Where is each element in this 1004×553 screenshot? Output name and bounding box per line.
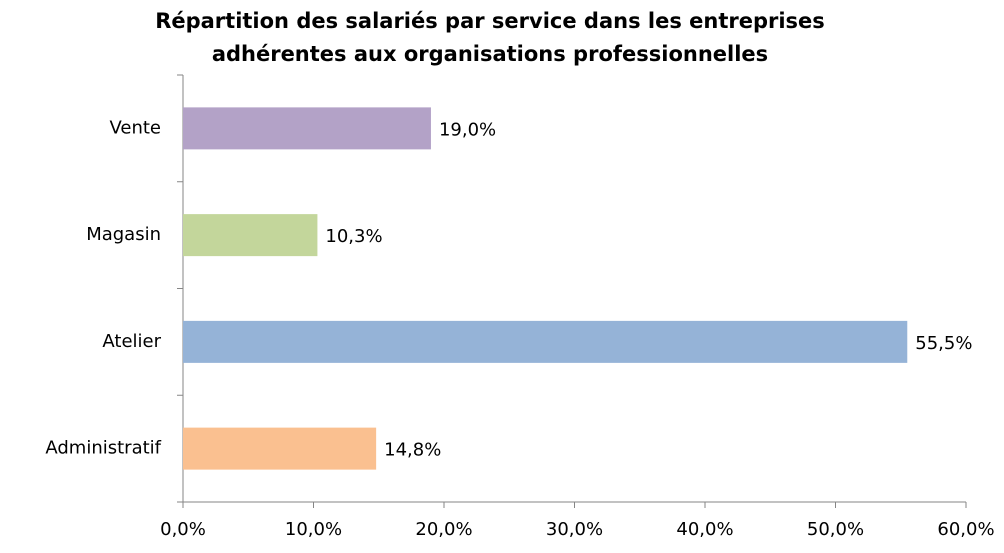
- value-label: 55,5%: [915, 333, 972, 354]
- bar: [183, 320, 908, 363]
- x-tick-label: 50,0%: [807, 519, 864, 540]
- chart-title: adhérentes aux organisations professionn…: [212, 42, 768, 66]
- y-tick-label: Atelier: [102, 331, 161, 352]
- bar: [183, 214, 318, 257]
- y-tick-label: Magasin: [86, 224, 161, 245]
- bar: [183, 427, 377, 470]
- x-tick-label: 20,0%: [415, 519, 472, 540]
- value-label: 19,0%: [439, 119, 496, 140]
- value-label: 10,3%: [325, 226, 382, 247]
- y-tick-label: Vente: [109, 117, 161, 138]
- x-tick-label: 0,0%: [160, 519, 206, 540]
- chart-title: Répartition des salariés par service dan…: [155, 9, 825, 33]
- x-tick-label: 40,0%: [676, 519, 733, 540]
- y-tick-label: Administratif: [45, 438, 161, 459]
- x-tick-label: 30,0%: [546, 519, 603, 540]
- bar: [183, 107, 431, 150]
- x-tick-label: 10,0%: [285, 519, 342, 540]
- x-tick-label: 60,0%: [937, 519, 994, 540]
- value-label: 14,8%: [384, 440, 441, 461]
